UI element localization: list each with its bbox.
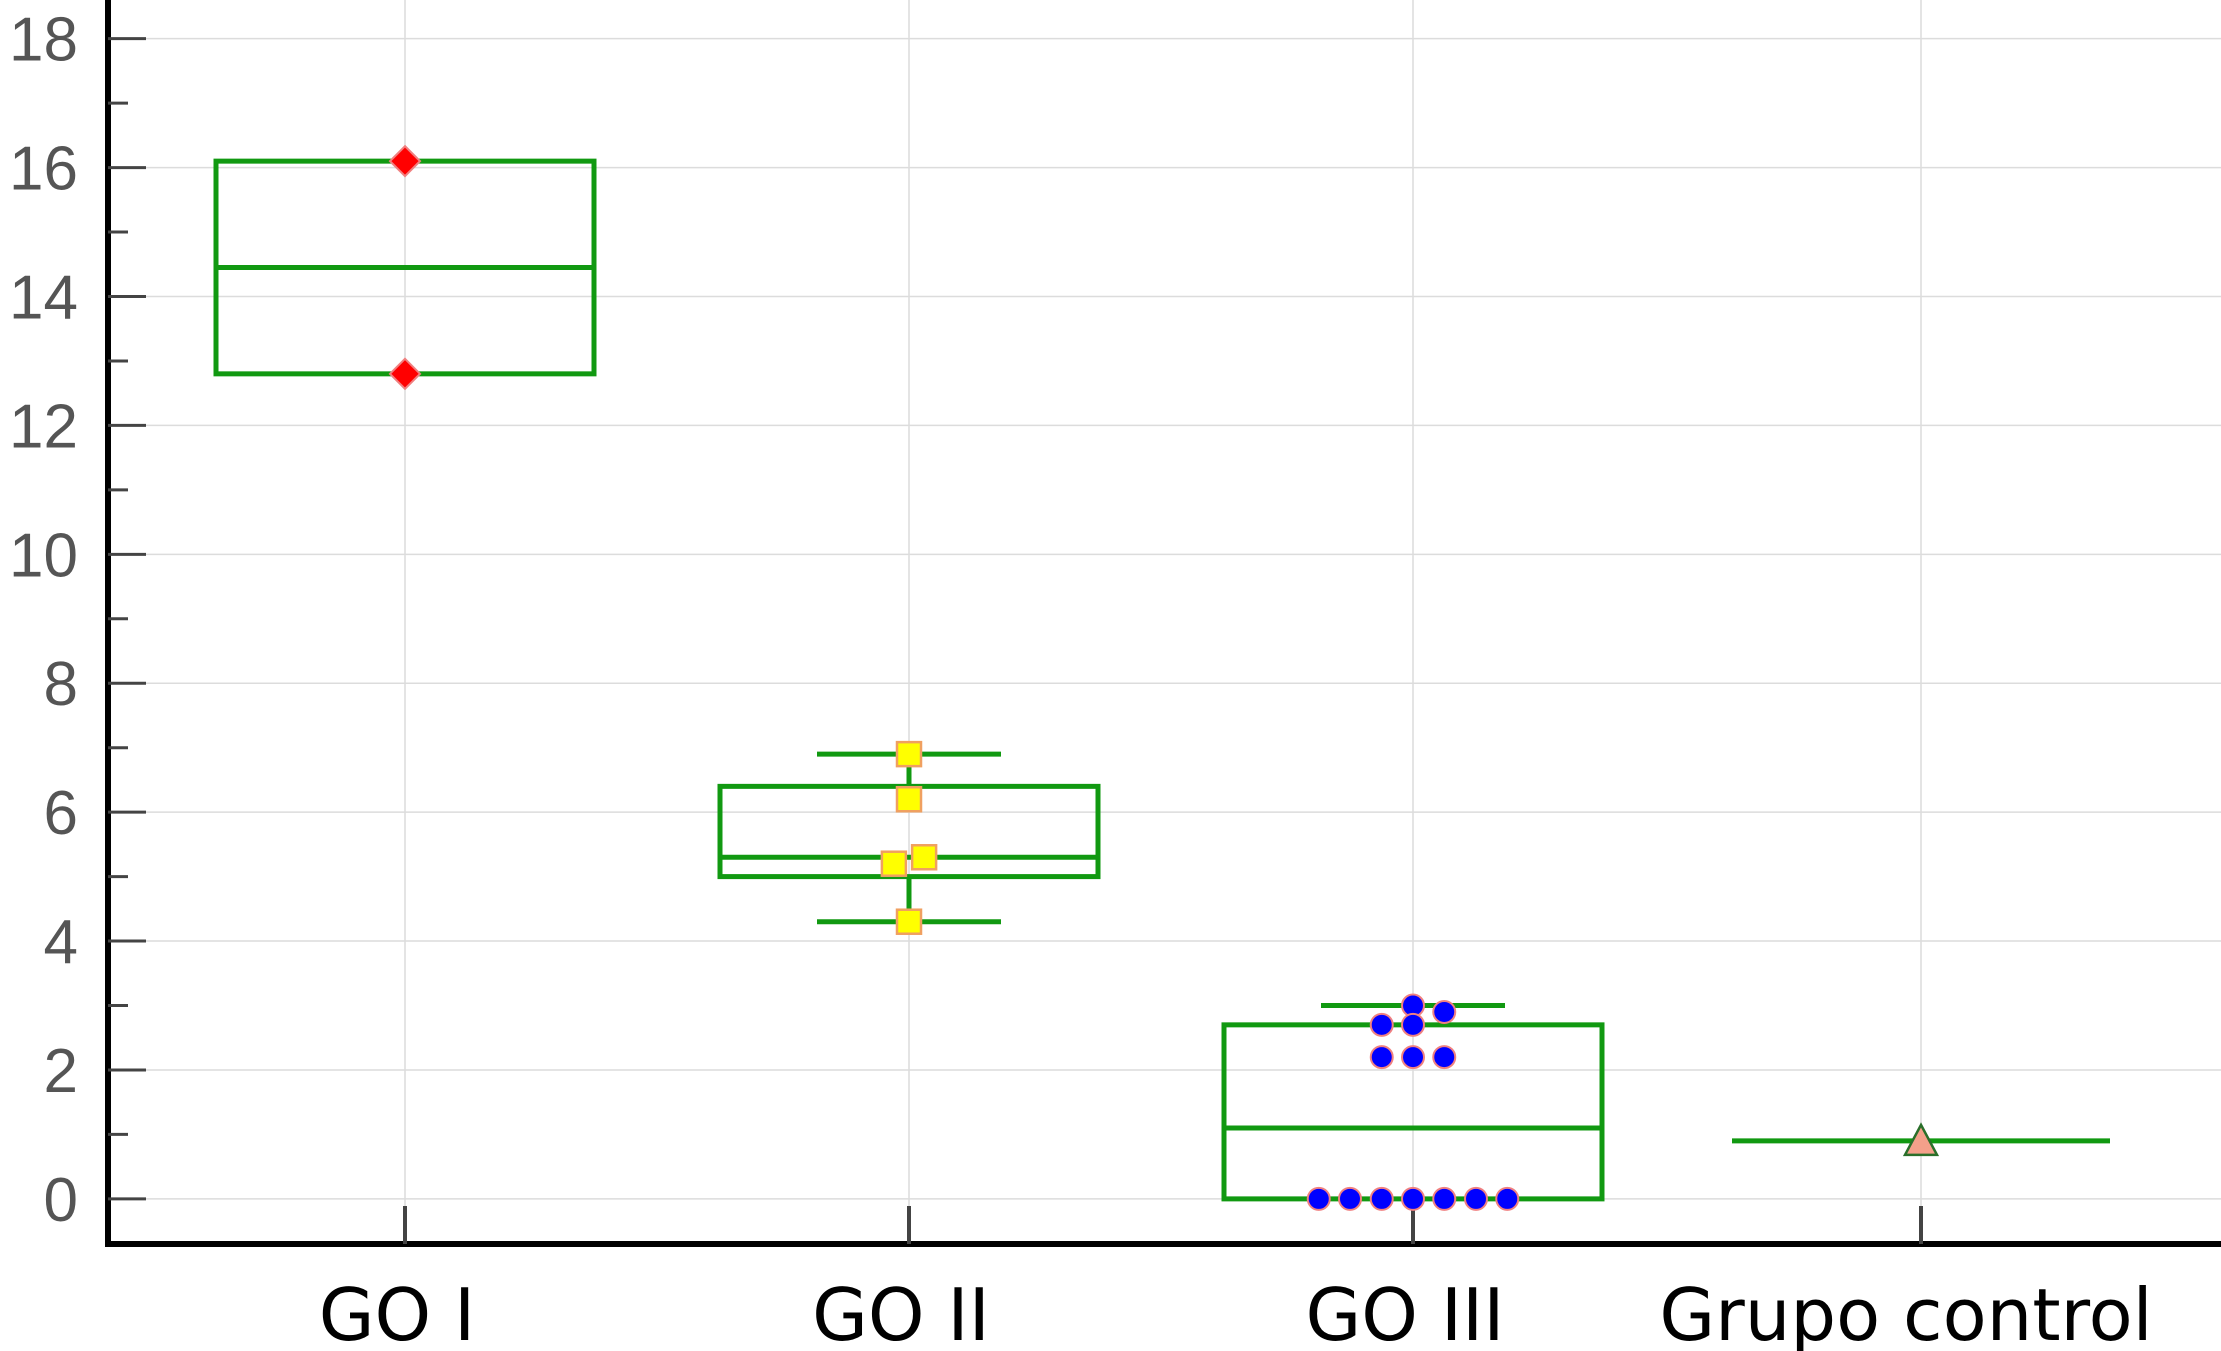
data-points xyxy=(388,144,1940,1211)
group-3-point-7 xyxy=(1432,1045,1457,1070)
tick-labels: 0 2 4 6 8 10 12 14 16 18 GO I GO II GO III Grupo cont… xyxy=(9,6,2153,1351)
x-tick-label: GO I xyxy=(319,1273,476,1351)
y-tick-label: 10 xyxy=(9,521,78,590)
y-tick-label: 16 xyxy=(9,135,78,204)
grid-lines xyxy=(108,0,2221,1244)
x-tick-label: GO II xyxy=(812,1273,990,1351)
group-3-point-13 xyxy=(1464,1186,1488,1211)
group-2-point-1 xyxy=(895,740,923,768)
group-3-point-12 xyxy=(1432,1186,1457,1211)
axes xyxy=(105,0,2221,1247)
y-tick-label: 2 xyxy=(44,1037,78,1106)
group-1-point-2 xyxy=(388,357,422,391)
group-3-point-10 xyxy=(1369,1186,1394,1211)
group-3-point-2 xyxy=(1432,999,1457,1024)
group-3-point-6 xyxy=(1401,1045,1425,1070)
group-3-point-3 xyxy=(1369,1012,1394,1037)
x-tick-label: Grupo control xyxy=(1659,1273,2152,1351)
group-2-point-5 xyxy=(895,908,923,935)
group-2-point-2 xyxy=(895,786,923,813)
group-3-point-4 xyxy=(1401,1012,1425,1037)
group-2-point-3 xyxy=(910,844,938,871)
y-tick-label: 18 xyxy=(9,6,78,75)
y-tick-label: 8 xyxy=(44,650,78,719)
y-tick-label: 0 xyxy=(44,1166,78,1235)
group-3-point-9 xyxy=(1338,1186,1362,1211)
group-3-point-5 xyxy=(1369,1045,1394,1070)
group-1-point-1 xyxy=(388,144,422,178)
group-3-point-14 xyxy=(1495,1186,1520,1211)
boxes xyxy=(213,158,2110,1202)
group-3-point-8 xyxy=(1306,1186,1331,1211)
y-tick-label: 14 xyxy=(9,263,78,332)
y-tick-label: 4 xyxy=(44,908,78,977)
y-tick-label: 6 xyxy=(44,779,78,848)
group-4-point-1 xyxy=(1902,1122,1940,1157)
y-tick-label: 12 xyxy=(9,392,78,461)
x-tick-label: GO III xyxy=(1305,1273,1504,1351)
group-3-point-11 xyxy=(1401,1186,1425,1211)
group-2-point-4 xyxy=(880,850,908,877)
